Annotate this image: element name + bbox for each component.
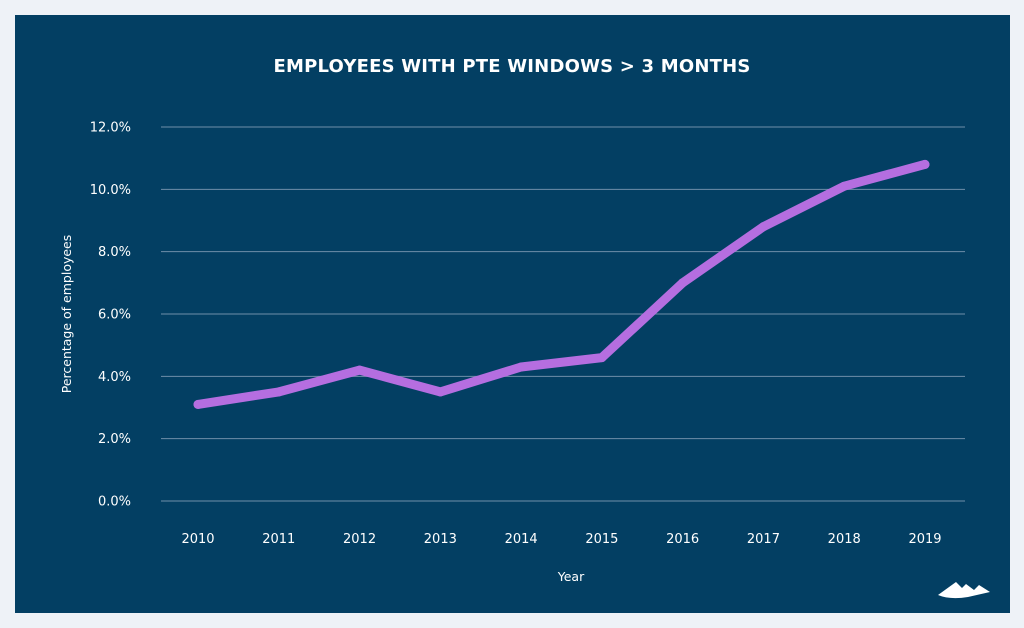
y-tick-label: 8.0% [98,245,131,260]
x-tick-label: 2017 [747,532,780,547]
x-tick-label: 2014 [505,532,538,547]
x-tick-label: 2013 [424,532,457,547]
gridlines [161,126,965,502]
x-tick-label: 2015 [585,532,618,547]
data-point [597,353,607,363]
y-tick-label: 2.0% [98,432,131,447]
data-point [193,399,203,409]
data-point [355,365,365,375]
x-axis-title: Year [557,569,585,584]
data-point [435,387,445,397]
y-tick-label: 10.0% [90,183,131,198]
x-tick-label: 2019 [908,532,941,547]
data-point [758,222,768,232]
x-tick-label: 2016 [666,532,699,547]
data-point [678,278,688,288]
y-tick-label: 12.0% [90,121,131,136]
series-layer [193,159,930,409]
y-tick-label: 4.0% [98,370,131,385]
y-tick-label: 0.0% [98,495,131,510]
data-point [516,362,526,372]
y-tick-label: 6.0% [98,308,131,323]
x-tick-label: 2018 [828,532,861,547]
data-point [839,181,849,191]
x-tick-label: 2011 [262,532,295,547]
x-tick-label: 2012 [343,532,376,547]
y-axis-ticks: 0.0% 2.0% 4.0% 6.0% 8.0% 10.0% 12.0% [90,121,131,510]
data-point [274,387,284,397]
y-axis-title: Percentage of employees [59,235,74,394]
chart-title: EMPLOYEES WITH PTE WINDOWS > 3 MONTHS [273,56,751,77]
x-axis-ticks: 2010 2011 2012 2013 2014 2015 2016 2017 2018 2019 [181,532,941,547]
mountain-logo-icon [938,582,990,599]
series-line [193,159,930,409]
x-tick-label: 2010 [181,532,214,547]
data-point [920,159,930,169]
